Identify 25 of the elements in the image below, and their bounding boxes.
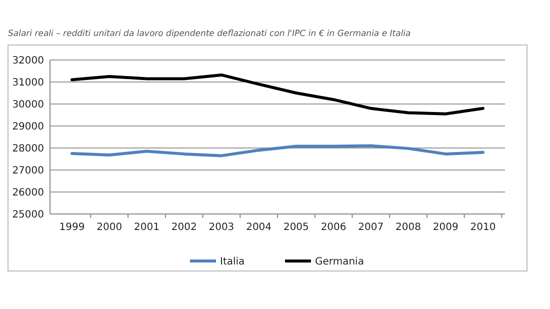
x-tick-label: 2008	[396, 222, 421, 233]
x-tick-label: 1999	[59, 222, 85, 233]
y-tick-label: 26000	[12, 188, 44, 198]
legend-label: Germania	[315, 256, 364, 268]
line-series	[70, 73, 484, 116]
x-tick-label: 2006	[320, 222, 346, 233]
x-tick-label: 2005	[283, 222, 309, 233]
y-tick-label: 30000	[12, 100, 44, 110]
x-tick-label: 2003	[208, 222, 234, 233]
y-tick-label: 32000	[12, 56, 44, 66]
x-tick-label: 2000	[96, 222, 122, 233]
y-tick-label: 28000	[12, 144, 44, 154]
x-tick-label: 2009	[432, 222, 458, 233]
chart-title: Salari reali – redditi unitari da lavoro dipendente deflazionati con l'IPC in € in Germania e Italia	[8, 29, 411, 39]
x-tick-label: 2001	[134, 222, 160, 233]
legend-label: Italia	[220, 256, 245, 268]
y-tick-label: 25000	[12, 210, 44, 220]
line-series	[70, 144, 484, 158]
x-tick-label: 2010	[470, 222, 496, 233]
x-tick-label: 2004	[246, 222, 272, 233]
x-tick-label: 2002	[171, 222, 197, 233]
y-tick-label: 27000	[12, 166, 44, 176]
y-tick-label: 31000	[12, 78, 44, 88]
y-tick-label: 29000	[12, 122, 44, 132]
x-tick-label: 2007	[358, 222, 384, 233]
